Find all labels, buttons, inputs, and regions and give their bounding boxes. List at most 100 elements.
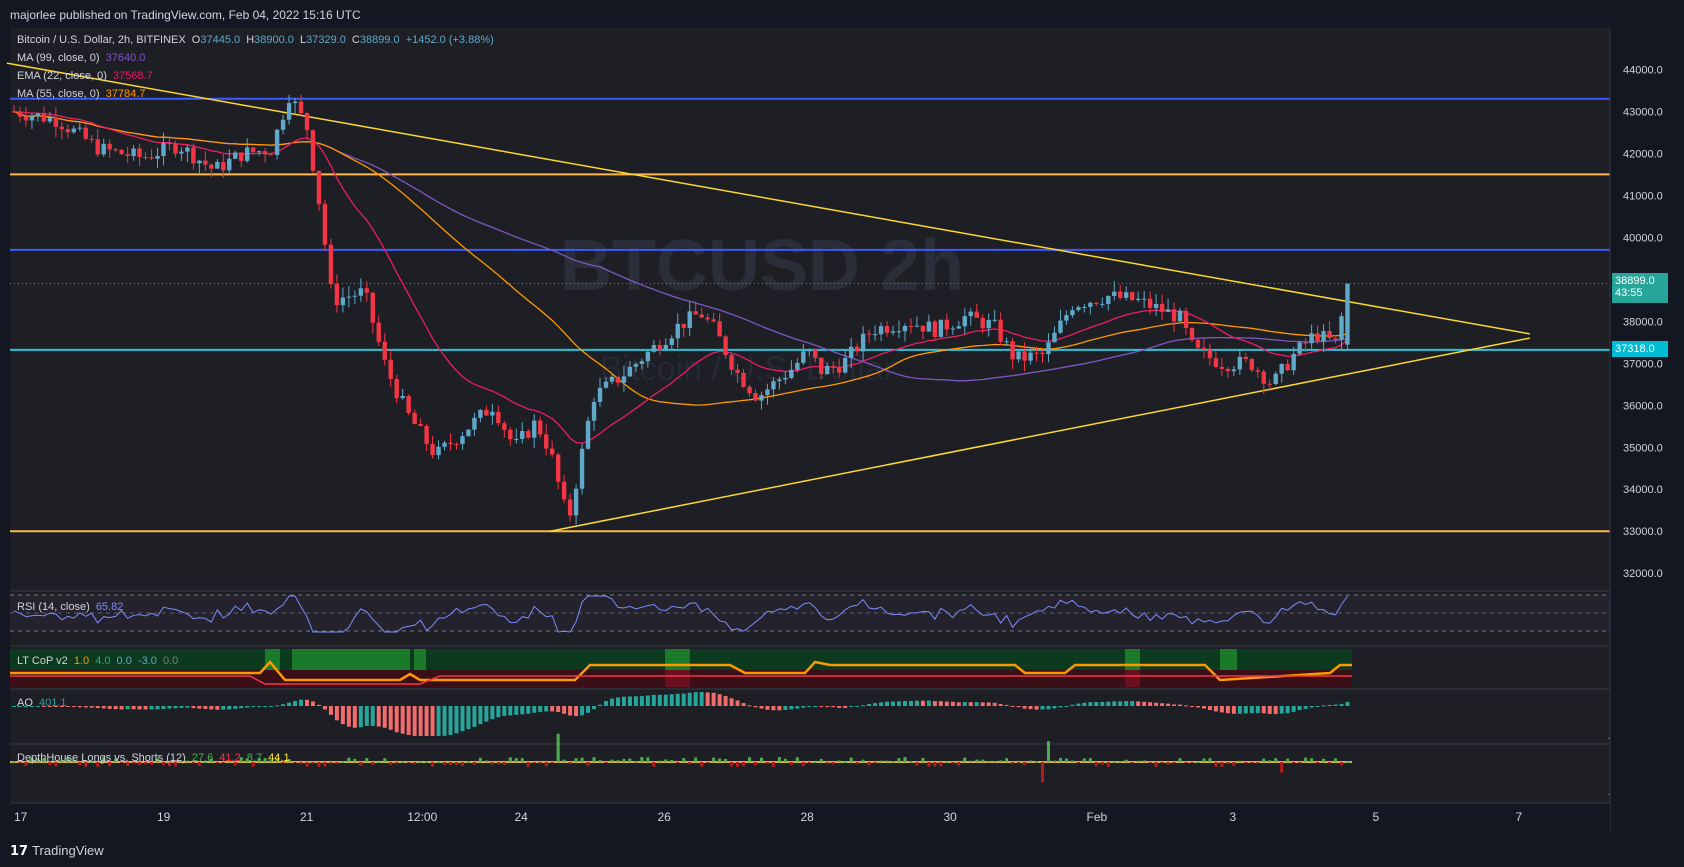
candle-body: [143, 157, 148, 159]
candle-body: [1273, 373, 1278, 384]
ao-bar: [448, 706, 453, 735]
depthhouse-bar: [102, 757, 106, 762]
depthhouse-bar: [227, 759, 231, 762]
ao-bar: [89, 706, 94, 708]
depthhouse-bar: [1100, 762, 1104, 765]
candle-body: [938, 319, 944, 337]
depthhouse-bar: [257, 758, 261, 762]
ao-value: 401.1: [38, 697, 67, 709]
ao-bar: [753, 706, 758, 708]
depthhouse-bar: [807, 762, 811, 763]
candle-body: [280, 119, 286, 130]
ao-bar: [484, 706, 489, 722]
ao-bar: [556, 706, 561, 713]
candle-body: [1058, 320, 1063, 333]
candle-body: [316, 170, 322, 205]
candle-body: [155, 156, 160, 159]
candle-body: [753, 393, 758, 401]
candle-body: [896, 331, 902, 333]
ao-bar: [944, 701, 949, 706]
ao-bar: [59, 706, 64, 707]
candle-body: [860, 333, 866, 352]
ema22-legend[interactable]: EMA (22, close, 0) 37568.7: [17, 70, 156, 82]
chart-area[interactable]: [10, 28, 1610, 823]
candle-body: [926, 321, 932, 332]
ao-bar: [580, 706, 585, 716]
depthhouse-bar: [610, 759, 614, 762]
depthhouse-bar: [36, 758, 40, 762]
ao-bar: [1201, 706, 1206, 709]
rsi-legend[interactable]: RSI (14, close) 65.82: [17, 601, 126, 613]
tradingview-logo[interactable]: 17 TradingView: [10, 843, 104, 859]
ao-legend[interactable]: AO 401.1: [17, 697, 70, 709]
depthhouse-bar: [861, 759, 865, 762]
ltcop-bullish-zone: [1125, 649, 1140, 670]
ao-bar: [143, 706, 148, 710]
ao-bar: [1088, 702, 1093, 706]
y-tick-label: 40000.0: [1623, 232, 1663, 244]
candle-body: [490, 411, 495, 416]
ao-bar: [699, 691, 704, 706]
ao-bar: [1285, 706, 1290, 714]
depthhouse-bar: [718, 758, 722, 762]
candle-body: [1237, 356, 1243, 370]
candle-body: [1345, 283, 1350, 345]
depthhouse-bar: [1256, 762, 1260, 764]
ao-bar: [771, 706, 776, 711]
candle-body: [944, 319, 950, 330]
depthhouse-bar: [1035, 761, 1039, 763]
candle-body: [669, 338, 674, 346]
symbol-legend[interactable]: Bitcoin / U.S. Dollar, 2h, BITFINEX O374…: [17, 34, 497, 46]
ao-bar: [137, 706, 142, 710]
ao-bar: [179, 706, 184, 708]
candle-body: [454, 444, 459, 446]
candle-body: [621, 376, 627, 383]
ao-bar: [735, 700, 740, 706]
depthhouse-bar: [1268, 760, 1272, 762]
ltcop-legend[interactable]: LT CoP v2 1.0 4.0 0.0 -3.0 0.0: [17, 655, 181, 667]
ao-bar: [986, 702, 991, 706]
y-tick-label: 32000.0: [1623, 568, 1663, 580]
depthhouse-bar: [72, 759, 76, 762]
ao-bar: [609, 698, 614, 706]
ma99-legend[interactable]: MA (99, close, 0) 37640.0: [17, 52, 148, 64]
y-tick-label: 41000.0: [1623, 190, 1663, 202]
depthhouse-bar: [335, 762, 339, 764]
candle-body: [1183, 310, 1189, 328]
ao-bar: [867, 703, 872, 706]
candle-body: [848, 346, 854, 358]
ao-bar: [460, 706, 465, 732]
ltcop-bullish-zone: [1220, 649, 1237, 670]
depthhouse-bar: [951, 762, 955, 764]
depthhouse-bar: [538, 762, 542, 764]
depthhouse-legend[interactable]: DepthHouse Longs vs. Shorts (12) 27.6 41…: [17, 752, 293, 764]
depthhouse-bar: [652, 762, 656, 767]
depthhouse-bar: [389, 762, 393, 765]
ao-bar: [1267, 706, 1272, 714]
change-value: +1452.0 (+3.88%): [405, 34, 494, 46]
candle-body: [382, 341, 387, 360]
depthhouse-bar: [329, 762, 333, 765]
candle-body: [227, 158, 232, 171]
candle-body: [585, 420, 591, 449]
depthhouse-bar: [419, 761, 423, 763]
depthhouse-bar: [879, 760, 883, 762]
x-tick-label: 17: [14, 810, 28, 824]
candle-body: [1094, 302, 1099, 304]
ao-bar: [490, 706, 495, 720]
ao-bar: [418, 706, 423, 736]
depthhouse-bar: [1166, 762, 1170, 765]
ma99-label: MA (99, close, 0): [17, 52, 100, 64]
depthhouse-bar: [843, 761, 847, 763]
ao-bar: [1190, 706, 1195, 707]
depthhouse-bar: [1250, 762, 1254, 763]
candle-body: [914, 325, 920, 327]
depthhouse-bar: [771, 762, 775, 767]
x-tick-label: 26: [658, 810, 672, 824]
depthhouse-bar: [508, 757, 512, 762]
candle-body: [699, 314, 704, 318]
depthhouse-bar: [132, 762, 136, 764]
ma55-legend[interactable]: MA (55, close, 0) 37784.7: [17, 88, 148, 100]
ao-bar: [1339, 703, 1344, 706]
